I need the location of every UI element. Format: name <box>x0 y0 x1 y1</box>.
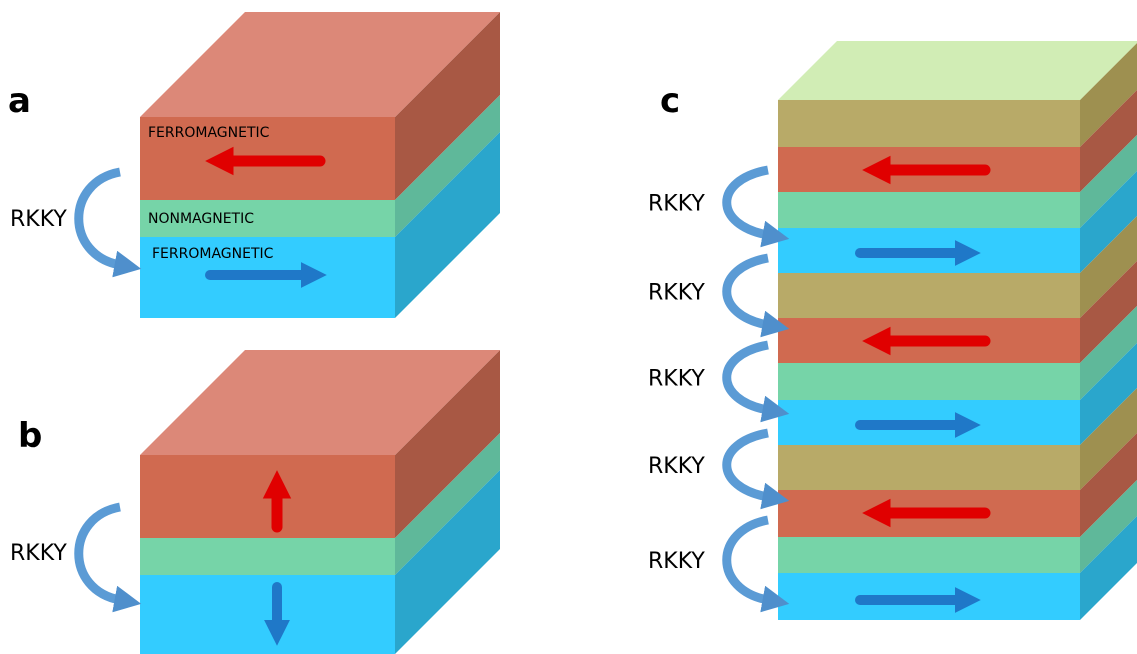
coupling-label: RKKY <box>648 454 705 479</box>
layer-front <box>778 445 1080 490</box>
layer-front <box>778 192 1080 228</box>
coupling-arrow <box>74 502 142 613</box>
layer-side <box>395 433 500 575</box>
layer-side <box>1080 90 1137 192</box>
layer-label: FERROMAGNETIC <box>152 246 274 262</box>
panel-label: a <box>8 81 31 121</box>
coupling-arrow <box>722 515 790 613</box>
top-face <box>140 12 500 117</box>
layer-side <box>1080 388 1137 490</box>
layer-front <box>140 538 395 575</box>
coupling-arrow <box>722 340 790 423</box>
panel-label: c <box>660 81 680 121</box>
shapes <box>74 12 1137 654</box>
layer-side <box>1080 171 1137 273</box>
layer-front <box>778 363 1080 400</box>
layer-side <box>395 132 500 318</box>
coupling-arrow <box>74 167 142 278</box>
layer-side <box>395 350 500 538</box>
layer-side <box>1080 261 1137 363</box>
layer-side <box>1080 306 1137 400</box>
coupling-label: RKKY <box>648 192 705 217</box>
layer-label: FERROMAGNETIC <box>148 125 270 141</box>
top-face <box>778 41 1137 100</box>
layer-side <box>1080 480 1137 573</box>
layer-front <box>778 100 1080 147</box>
panel-label: b <box>18 416 42 456</box>
layer-front <box>140 455 395 538</box>
layer-side <box>1080 43 1137 147</box>
coupling-label: RKKY <box>648 367 705 392</box>
coupling-arrow <box>722 165 790 248</box>
layer-side <box>1080 433 1137 537</box>
layer-side <box>395 12 500 200</box>
coupling-label: RKKY <box>10 541 67 566</box>
layer-side <box>1080 216 1137 318</box>
coupling-arrow <box>722 428 790 510</box>
layer-label: NONMAGNETIC <box>148 211 254 227</box>
coupling-label: RKKY <box>10 207 67 232</box>
layer-side <box>1080 135 1137 228</box>
layer-front <box>140 200 395 237</box>
top-face <box>140 350 500 455</box>
layer-side <box>1080 516 1137 620</box>
layer-side <box>395 95 500 237</box>
layer-side <box>395 470 500 654</box>
coupling-arrow <box>722 253 790 338</box>
layer-front <box>140 575 395 654</box>
layer-side <box>1080 343 1137 445</box>
layer-front <box>778 273 1080 318</box>
layer-front <box>778 537 1080 573</box>
coupling-label: RKKY <box>648 281 705 306</box>
coupling-label: RKKY <box>648 549 705 574</box>
